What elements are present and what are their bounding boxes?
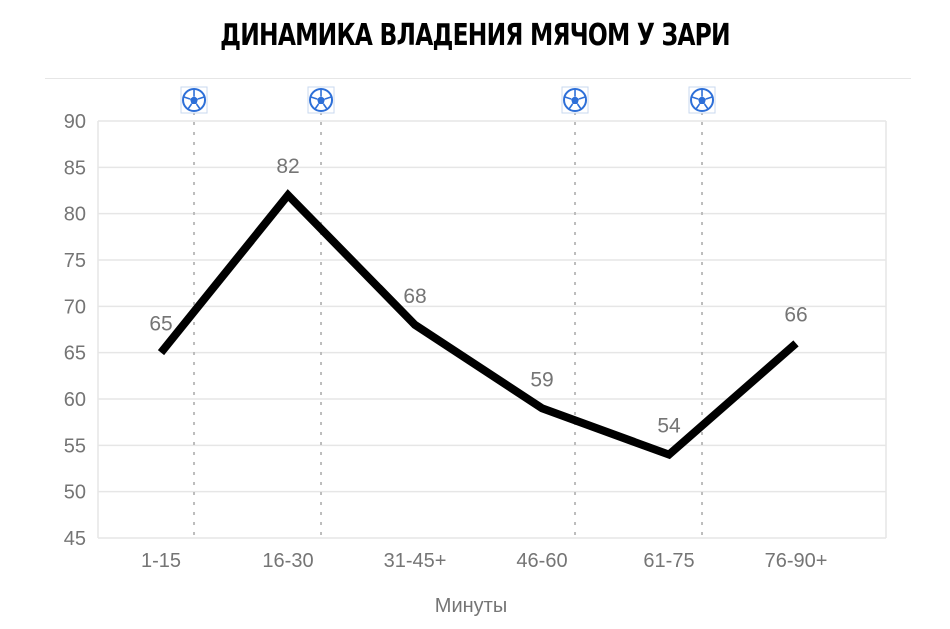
title-divider — [45, 78, 911, 79]
grid — [97, 120, 887, 539]
soccer-ball-pentagon — [571, 96, 580, 104]
data-labels: 65 82 68 59 54 66 — [149, 155, 807, 437]
x-tick-label: 46-60 — [516, 550, 567, 572]
x-tick-label: 1-15 — [141, 550, 181, 572]
data-label: 66 — [784, 303, 807, 326]
y-tick-label: 65 — [64, 343, 86, 365]
y-tick-label: 85 — [64, 157, 86, 179]
goal-markers — [180, 86, 716, 538]
data-label: 59 — [530, 368, 553, 391]
y-tick-label: 90 — [64, 111, 86, 133]
soccer-ball-icon — [688, 86, 716, 114]
y-tick-label: 70 — [64, 296, 86, 318]
y-tick-label: 80 — [64, 204, 86, 226]
data-label: 65 — [149, 313, 172, 336]
y-tick-label: 55 — [64, 435, 86, 457]
x-tick-label: 76-90+ — [765, 550, 828, 572]
x-tick-label: 16-30 — [262, 550, 313, 572]
data-label: 54 — [657, 415, 681, 438]
soccer-ball-seams — [310, 90, 332, 110]
soccer-ball-seams — [564, 90, 586, 110]
series-line — [157, 189, 799, 460]
soccer-ball-icon — [180, 86, 208, 114]
soccer-ball-icon — [561, 86, 589, 114]
series — [157, 189, 799, 460]
soccer-ball-pentagon — [698, 96, 707, 104]
soccer-ball-seams — [183, 90, 205, 110]
y-tick-label: 60 — [64, 389, 86, 411]
chart-title: ДИНАМИКА ВЛАДЕНИЯ МЯЧОМ У ЗАРИ — [220, 18, 730, 53]
data-label: 68 — [403, 285, 426, 308]
soccer-ball-seams — [691, 90, 713, 110]
x-tick-label: 61-75 — [643, 550, 694, 572]
x-axis-ticks: 1-15 16-30 31-45+ 46-60 61-75 76-90+ — [141, 550, 827, 572]
y-tick-label: 50 — [64, 482, 86, 504]
soccer-ball-icon — [307, 86, 335, 114]
x-axis-title: Минуты — [435, 595, 507, 617]
y-tick-label: 45 — [64, 528, 86, 550]
soccer-ball-pentagon — [317, 96, 326, 104]
x-tick-label: 31-45+ — [384, 550, 447, 572]
y-axis-ticks: 45 50 55 60 65 70 75 80 85 90 — [64, 111, 86, 550]
soccer-ball-pentagon — [190, 96, 199, 104]
data-label: 82 — [276, 155, 299, 178]
y-tick-label: 75 — [64, 250, 86, 272]
